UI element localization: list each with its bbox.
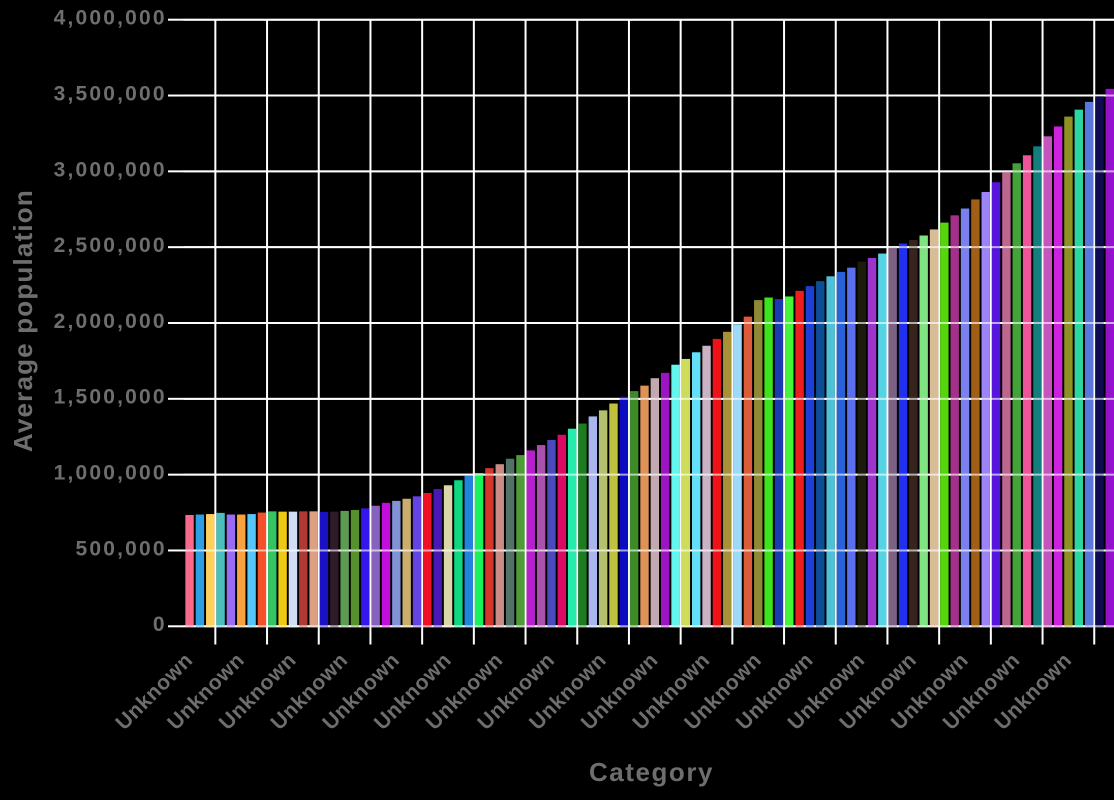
svg-text:500,000: 500,000 <box>75 537 166 560</box>
svg-text:0: 0 <box>153 613 167 636</box>
svg-text:Average population: Average population <box>8 189 38 452</box>
svg-text:1,500,000: 1,500,000 <box>54 386 167 409</box>
svg-text:2,000,000: 2,000,000 <box>54 310 167 333</box>
svg-text:2,500,000: 2,500,000 <box>54 234 167 257</box>
svg-text:Category: Category <box>589 757 714 787</box>
svg-text:3,500,000: 3,500,000 <box>54 82 167 105</box>
svg-text:4,000,000: 4,000,000 <box>54 7 167 30</box>
svg-text:3,000,000: 3,000,000 <box>54 158 167 181</box>
svg-text:1,000,000: 1,000,000 <box>54 462 167 485</box>
